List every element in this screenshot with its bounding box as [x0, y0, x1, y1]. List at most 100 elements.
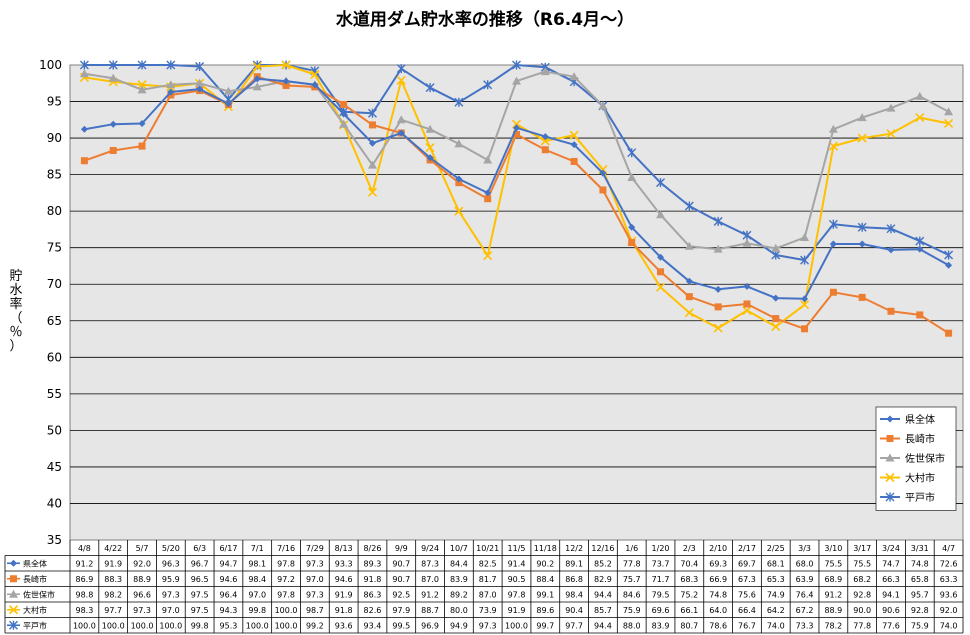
data-label: 98.1	[248, 560, 266, 569]
data-point	[771, 322, 781, 332]
data-point	[281, 60, 291, 70]
data-point	[511, 119, 522, 129]
data-label: 97.9	[392, 606, 410, 615]
data-label: 88.9	[133, 575, 151, 584]
x-tick-label: 8/26	[363, 544, 381, 553]
legend-marker	[886, 415, 894, 423]
data-label: 85.2	[594, 560, 612, 569]
data-point	[713, 216, 723, 226]
legend-marker	[886, 435, 894, 442]
data-point	[656, 178, 666, 188]
data-point	[512, 76, 521, 85]
data-label: 86.9	[75, 575, 93, 584]
data-label: 77.8	[623, 560, 641, 569]
data-point	[223, 86, 233, 95]
data-label: 73.9	[479, 606, 497, 615]
data-point	[598, 101, 608, 110]
data-point	[599, 186, 607, 194]
data-point	[137, 80, 147, 90]
data-label: 89.2	[450, 591, 468, 600]
data-label: 87.0	[479, 591, 497, 600]
data-point	[684, 201, 694, 211]
data-label: 75.9	[623, 606, 641, 615]
data-label: 91.8	[335, 606, 353, 615]
data-point	[425, 124, 435, 133]
data-point	[79, 69, 89, 78]
data-label: 97.5	[191, 591, 209, 600]
data-point	[540, 67, 550, 76]
data-point	[340, 110, 348, 118]
data-point	[857, 222, 867, 232]
x-tick-label: 12/16	[591, 544, 614, 553]
data-point	[714, 285, 722, 293]
legend-label: 大村市	[905, 472, 935, 485]
table-series-name: 大村市	[23, 605, 47, 615]
data-label: 66.9	[709, 575, 727, 584]
data-label: 94.7	[220, 560, 238, 569]
data-label: 86.8	[565, 575, 583, 584]
x-tick-label: 6/17	[219, 544, 237, 553]
data-label: 97.8	[277, 591, 295, 600]
data-label: 99.5	[392, 622, 410, 631]
data-label: 100.0	[102, 622, 125, 631]
data-label: 82.9	[594, 575, 612, 584]
data-label: 74.7	[882, 560, 900, 569]
data-label: 66.4	[738, 606, 756, 615]
data-point	[628, 239, 636, 247]
data-point	[396, 64, 406, 74]
data-point	[339, 119, 349, 128]
data-label: 90.5	[508, 575, 526, 584]
data-label: 72.6	[940, 560, 958, 569]
x-tick-label: 9/24	[421, 544, 439, 553]
data-point	[108, 60, 118, 70]
table-series-name: 県全体	[23, 559, 47, 569]
data-label: 100.0	[246, 622, 269, 631]
data-label: 94.4	[594, 622, 612, 631]
data-label: 87.3	[421, 560, 439, 569]
data-point	[367, 108, 377, 118]
legend-marker	[885, 492, 895, 502]
data-label: 68.2	[853, 575, 871, 584]
x-tick-label: 10/7	[450, 544, 468, 553]
data-point	[282, 81, 290, 89]
data-label: 97.3	[306, 591, 324, 600]
data-label: 93.6	[335, 622, 353, 631]
data-label: 91.9	[104, 560, 122, 569]
data-point	[915, 236, 925, 246]
data-point	[454, 206, 464, 216]
data-point	[166, 60, 176, 70]
table-series-name: 平戸市	[23, 621, 47, 631]
data-label: 65.3	[767, 575, 785, 584]
data-label: 68.3	[680, 575, 698, 584]
data-point	[138, 119, 146, 127]
x-tick-label: 5/20	[162, 544, 180, 553]
data-label: 96.6	[133, 591, 151, 600]
y-tick-label: 90	[47, 131, 62, 145]
data-point	[80, 125, 88, 133]
data-label: 83.9	[652, 622, 670, 631]
data-point	[628, 223, 636, 231]
data-point	[166, 80, 176, 89]
data-point	[627, 148, 637, 158]
data-label: 74.8	[709, 591, 727, 600]
x-tick-label: 6/3	[193, 544, 206, 553]
data-point	[513, 130, 520, 138]
data-point	[541, 146, 549, 154]
data-label: 94.1	[882, 591, 900, 600]
data-label: 75.7	[623, 575, 641, 584]
data-point	[858, 240, 866, 248]
chart-title: 水道用ダム貯水率の推移（R6.4月～）	[335, 10, 635, 30]
data-label: 99.8	[248, 606, 266, 615]
data-point	[887, 246, 895, 254]
data-point	[483, 80, 493, 90]
data-label: 89.6	[536, 606, 554, 615]
data-label: 84.4	[450, 560, 468, 569]
y-tick-label: 95	[47, 95, 62, 109]
data-point	[455, 175, 463, 183]
data-label: 100.0	[131, 622, 154, 631]
data-label: 96.5	[191, 575, 209, 584]
data-point	[944, 250, 954, 260]
data-point	[772, 315, 780, 323]
data-point	[397, 129, 405, 137]
data-point	[426, 154, 434, 162]
